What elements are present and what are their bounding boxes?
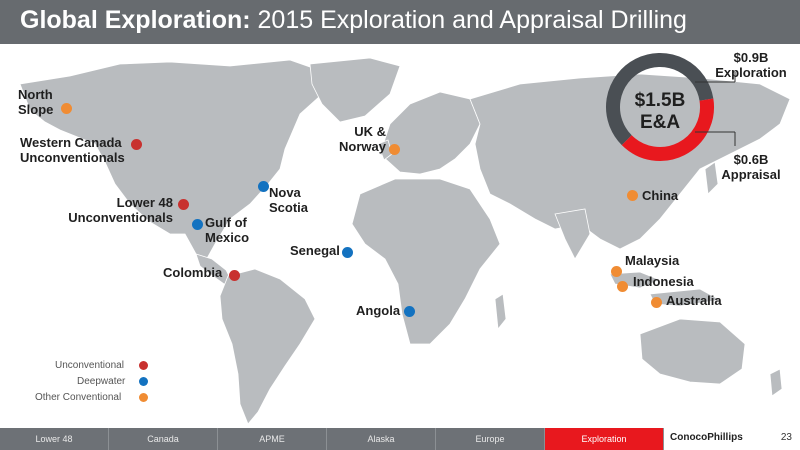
location-label-uk-norway: UK & Norway [339,124,386,154]
legend-item-unconventional: Unconventional [55,360,150,371]
location-label-colombia: Colombia [163,265,223,280]
location-label-australia: Australia [666,293,722,308]
marker-dot-indonesia [616,280,628,292]
legend-item-other-conventional: Other Conventional [35,392,150,403]
marker-dot-australia [650,296,662,308]
location-label-western-canada-unconventionals: Western Canada Unconventionals [20,135,125,165]
page-number: 23 [780,432,792,443]
location-label-nova-scotia: Nova Scotia [269,185,309,215]
tab-alaska[interactable]: Alaska [327,428,436,450]
location-label-senegal: Senegal [290,243,340,258]
company-logo: ConocoPhillips [670,432,743,443]
location-label-china: China [642,188,679,203]
location-label-angola: Angola [356,303,401,318]
legend-dot-other-conventional [139,393,148,402]
logo-area: ConocoPhillips 23 [664,428,800,450]
marker-dot-angola [403,305,415,317]
location-label-north-slope: North Slope [18,87,54,117]
location-label-malaysia: Malaysia [625,253,680,268]
title-bar: Global Exploration: 2015 Exploration and… [0,0,800,44]
marker-dot-colombia [228,269,240,281]
marker-dot-north-slope [60,102,72,114]
donut-exploration-segment [606,53,714,146]
tab-lower-48[interactable]: Lower 48 [0,428,109,450]
marker-dot-gulf-of-mexico [191,218,203,230]
location-label-lower-48-unconventionals: Lower 48 Unconventionals [68,195,173,225]
marker-dot-senegal [341,246,353,258]
marker-dot-western-canada-unconventionals [130,138,142,150]
tab-canada[interactable]: Canada [109,428,218,450]
page-title: Global Exploration: 2015 Exploration and… [20,6,687,34]
donut-appraisal-segment [621,98,714,161]
location-label-indonesia: Indonesia [633,274,694,289]
marker-dot-lower-48-unconventionals [177,198,189,210]
legend-item-deepwater: Deepwater [77,376,150,387]
tab-apme[interactable]: APME [218,428,327,450]
exploration-amount-label: $0.9B Exploration [715,50,787,80]
donut-total-label: $1.5B E&A [634,90,686,133]
legend-dot-unconventional [139,361,148,370]
marker-dot-nova-scotia [257,180,269,192]
marker-dot-uk-norway [388,143,400,155]
marker-dot-china [626,189,638,201]
tab-europe[interactable]: Europe [436,428,545,450]
world-map [19,57,791,425]
legend-dot-deepwater [139,377,148,386]
footer-nav: Lower 48 Canada APME Alaska Europe Explo… [0,428,800,450]
appraisal-amount-label: $0.6B Appraisal [721,152,781,182]
location-label-gulf-of-mexico: Gulf of Mexico [205,215,250,245]
tab-exploration[interactable]: Exploration [545,428,664,450]
marker-dot-malaysia [610,265,622,277]
